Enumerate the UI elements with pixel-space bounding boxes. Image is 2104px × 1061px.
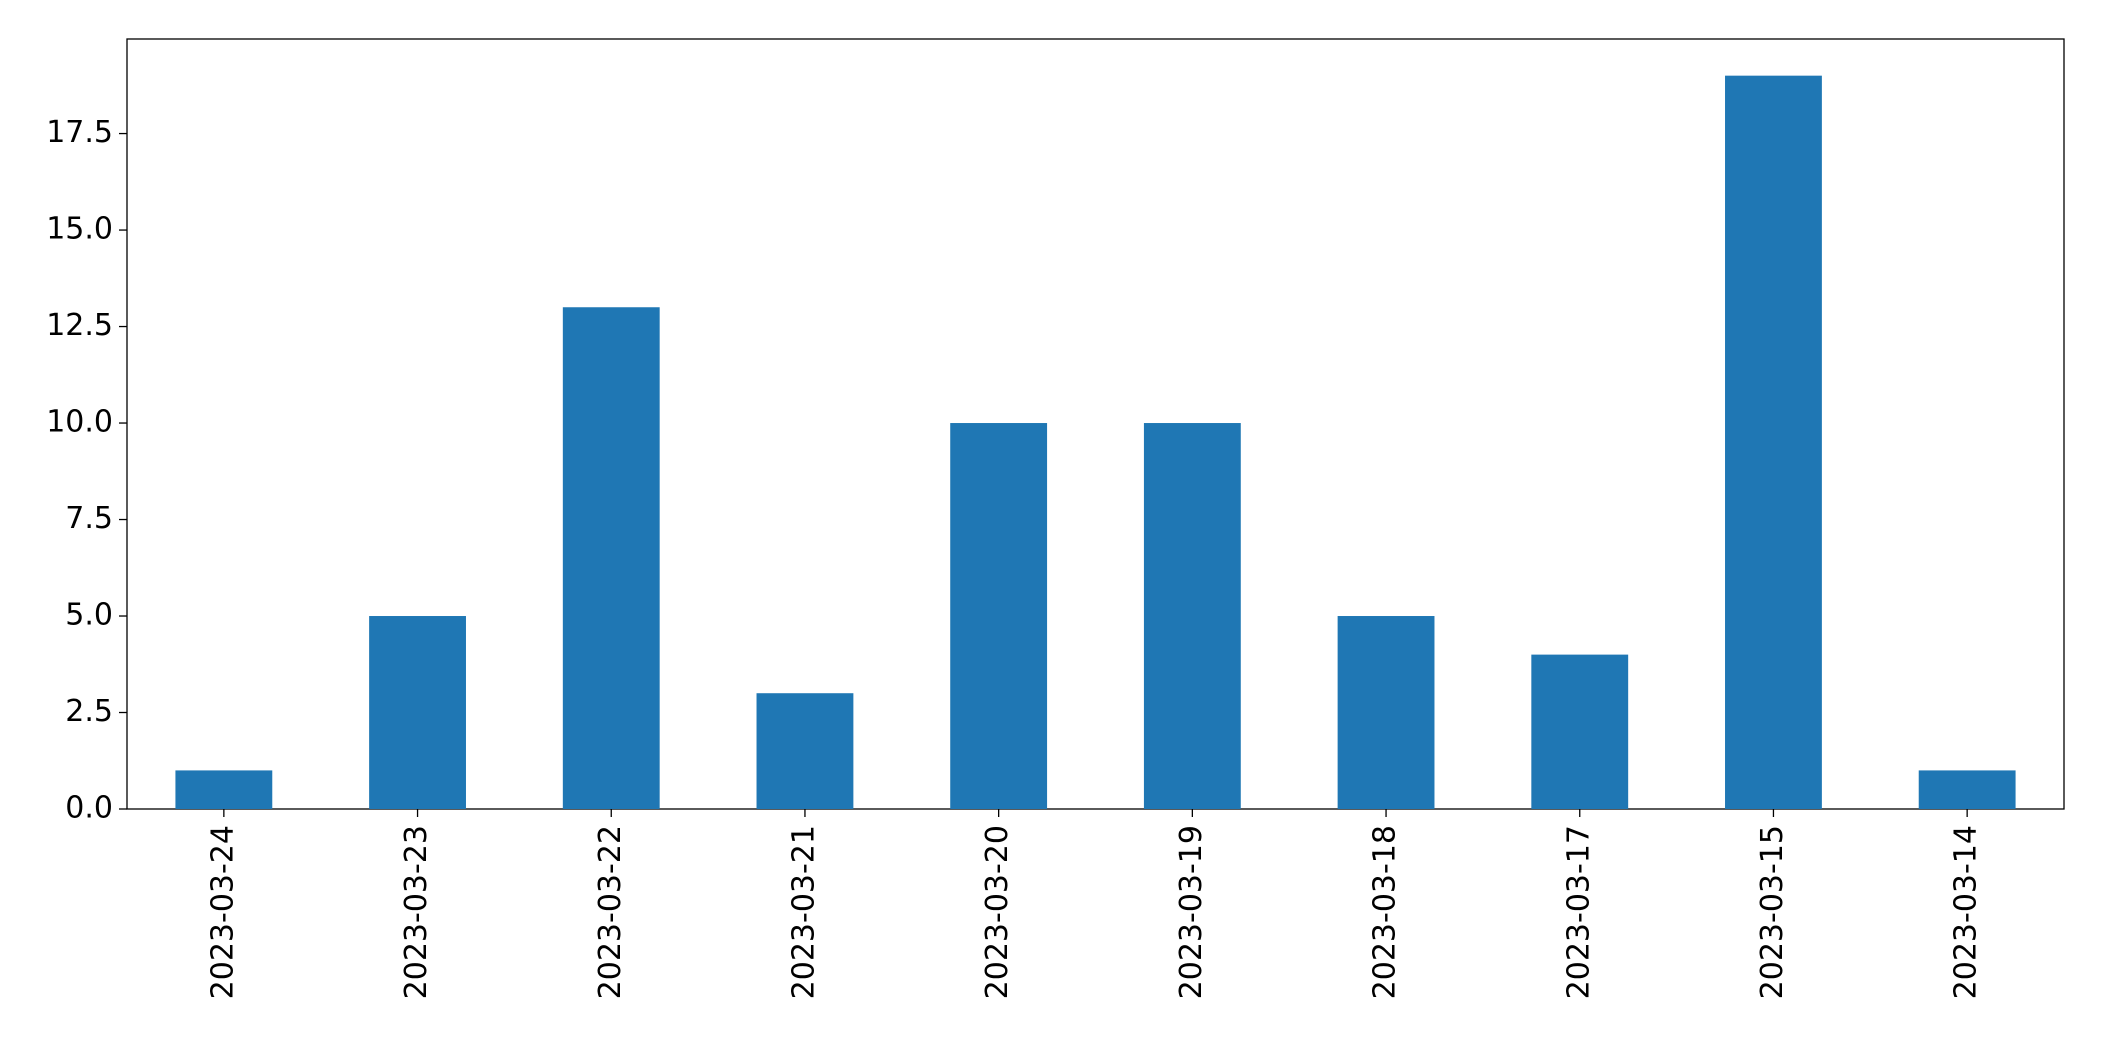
bar — [950, 423, 1048, 809]
y-tick-label: 10.0 — [46, 405, 113, 440]
bar — [562, 307, 660, 809]
bar — [1143, 423, 1241, 809]
y-tick-label: 12.5 — [46, 308, 113, 343]
bar — [1725, 75, 1822, 809]
bar — [175, 770, 273, 809]
x-tick-label: 2023-03-20 — [980, 825, 1015, 999]
y-tick-label: 0.0 — [65, 791, 113, 826]
x-tick-label: 2023-03-14 — [1949, 825, 1984, 999]
bar — [1531, 654, 1629, 809]
y-tick-label: 17.5 — [46, 115, 113, 150]
plot-frame — [126, 38, 2065, 810]
y-tick-label: 2.5 — [65, 694, 113, 729]
x-tick-label: 2023-03-19 — [1174, 825, 1209, 999]
x-tick-label: 2023-03-17 — [1561, 825, 1596, 999]
x-tick-label: 2023-03-21 — [786, 825, 821, 999]
x-tick-label: 2023-03-24 — [205, 825, 240, 999]
y-tick-label: 15.0 — [46, 212, 113, 247]
x-tick-label: 2023-03-22 — [593, 825, 628, 999]
bar — [1918, 770, 2016, 809]
bar — [756, 693, 854, 809]
bar — [1337, 616, 1435, 809]
y-tick-label: 5.0 — [65, 598, 113, 633]
x-tick-label: 2023-03-15 — [1755, 825, 1790, 999]
y-tick-label: 7.5 — [65, 501, 113, 536]
bar — [369, 616, 466, 809]
x-tick-label: 2023-03-23 — [399, 825, 434, 999]
x-tick-label: 2023-03-18 — [1368, 825, 1403, 999]
